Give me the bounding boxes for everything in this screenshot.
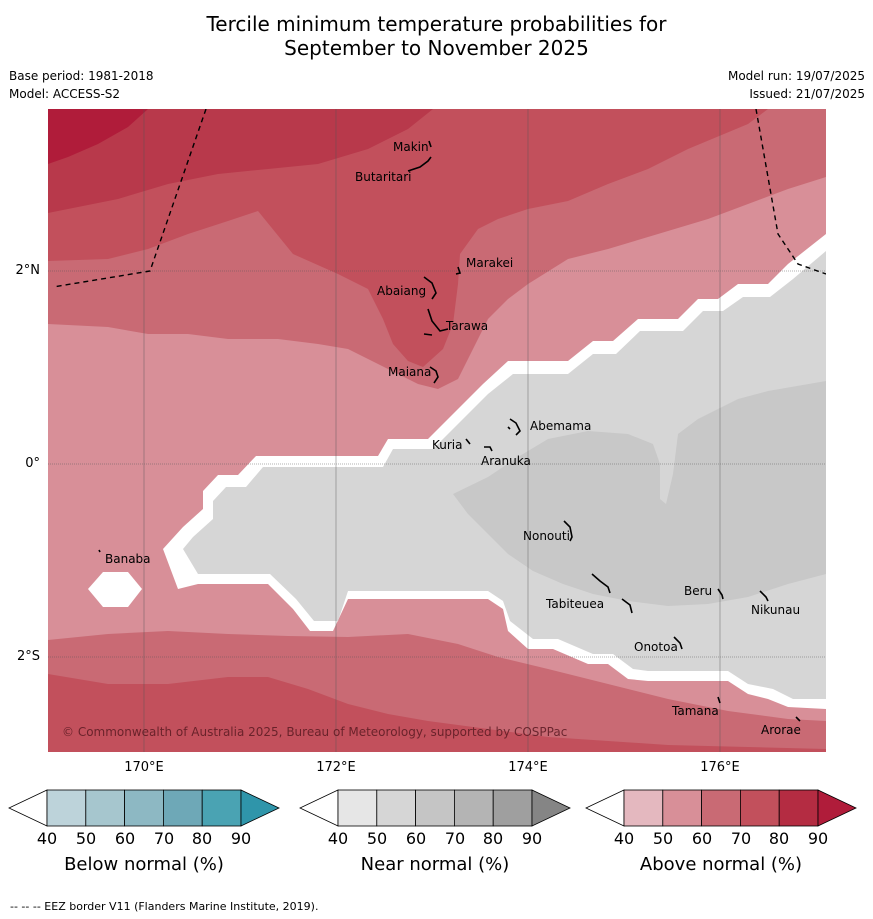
colorbar-near-normal [299, 789, 571, 827]
colorbar-below-normal [8, 789, 280, 827]
tick-label: 40 [327, 829, 349, 848]
island-label-abemama: Abemama [530, 419, 591, 433]
colorbar-segment [778, 789, 819, 827]
colorbar-upper-extend [817, 789, 857, 827]
eez-footnote: -- -- -- EEZ border V11 (Flanders Marine… [10, 900, 319, 913]
colorbar-segment [201, 789, 242, 827]
tick-label: 80 [768, 829, 790, 848]
tick-label: 60 [405, 829, 427, 848]
tick-label: 50 [75, 829, 97, 848]
colorbar-above-normal [585, 789, 857, 827]
island-label-marakei: Marakei [466, 256, 513, 270]
colorbar-segment [701, 789, 741, 827]
island-label-onotoa: Onotoa [634, 640, 678, 654]
probability-map: Makin Butaritari Marakei Abaiang Tarawa … [48, 109, 826, 752]
tick-label: 70 [730, 829, 752, 848]
model-name: Model: ACCESS-S2 [9, 87, 121, 101]
legend-title-near: Near normal (%) [360, 854, 510, 875]
tick-label: 90 [521, 829, 543, 848]
island-label-maiana: Maiana [388, 365, 431, 379]
island-label-kuria: Kuria [432, 438, 463, 452]
colorbar-segment [85, 789, 126, 827]
island-label-butaritari: Butaritari [355, 170, 412, 184]
tick-label: 90 [230, 829, 252, 848]
tick-label: 50 [366, 829, 388, 848]
colorbar-lower-extend [8, 789, 48, 827]
colorbar-upper-extend [240, 789, 280, 827]
tick-label: 50 [652, 829, 674, 848]
legend-title-below: Below normal (%) [64, 854, 224, 875]
banaba-patch [88, 572, 142, 607]
tick-label: 40 [36, 829, 58, 848]
island-label-banaba: Banaba [105, 552, 151, 566]
base-period: Base period: 1981-2018 [9, 69, 154, 83]
colorbar-upper-extend [531, 789, 571, 827]
colorbars [8, 789, 857, 827]
island-label-arorae: Arorae [761, 723, 801, 737]
tick-label: 80 [482, 829, 504, 848]
lon-label-172e: 172°E [316, 760, 356, 775]
colorbar-segment [492, 789, 533, 827]
island-label-makin: Makin [393, 140, 429, 154]
lon-label-170e: 170°E [124, 760, 164, 775]
issued-date: Issued: 21/07/2025 [749, 87, 865, 101]
above-70-80-south [48, 674, 826, 752]
island-label-abaiang: Abaiang [377, 284, 426, 298]
colorbar-segment [453, 789, 494, 827]
colorbar-segment [46, 789, 87, 827]
island-label-beru: Beru [684, 584, 712, 598]
tick-label: 40 [613, 829, 635, 848]
colorbar-lower-extend [585, 789, 625, 827]
lon-label-174e: 174°E [508, 760, 548, 775]
colorbar-segment [740, 789, 780, 827]
lat-label-2n: 2°N [15, 263, 41, 278]
island-label-tamana: Tamana [671, 704, 719, 718]
model-run: Model run: 19/07/2025 [727, 69, 865, 83]
colorbar-segment [623, 789, 664, 827]
colorbar-segment [662, 789, 702, 827]
eez-border [52, 109, 826, 288]
graticule [48, 109, 826, 752]
island-label-nonouti: Nonouti [523, 529, 570, 543]
lat-label-0: 0° [25, 456, 40, 471]
colorbar-segment [415, 789, 455, 827]
island-labels: Makin Butaritari Marakei Abaiang Tarawa … [105, 140, 801, 737]
tick-label: 70 [444, 829, 466, 848]
island-shapes [98, 140, 801, 722]
above-70-80-north [48, 109, 768, 367]
colorbar-segment [376, 789, 416, 827]
tick-label: 60 [691, 829, 713, 848]
tick-label: 70 [153, 829, 175, 848]
island-label-nikunau: Nikunau [751, 603, 800, 617]
colorbar-segment [124, 789, 164, 827]
lat-label-2s: 2°S [16, 649, 40, 664]
colorbar-segment [162, 789, 203, 827]
above-90-north [48, 109, 148, 164]
legend-title-above: Above normal (%) [639, 854, 803, 875]
island-label-tarawa: Tarawa [445, 319, 488, 333]
tick-label: 90 [807, 829, 829, 848]
copyright-notice: © Commonwealth of Australia 2025, Bureau… [62, 725, 568, 739]
colorbar-lower-extend [299, 789, 339, 827]
title-line-2: September to November 2025 [284, 36, 589, 60]
island-label-tabiteuea: Tabiteuea [545, 597, 604, 611]
title-line-1: Tercile minimum temperature probabilitie… [206, 12, 667, 36]
tick-label: 60 [114, 829, 136, 848]
island-label-aranuka: Aranuka [481, 454, 531, 468]
lon-label-176e: 176°E [700, 760, 740, 775]
near-normal-50-60 [453, 381, 826, 606]
tick-label: 80 [191, 829, 213, 848]
chart-title: Tercile minimum temperature probabilitie… [0, 12, 873, 60]
colorbar-segment [337, 789, 378, 827]
